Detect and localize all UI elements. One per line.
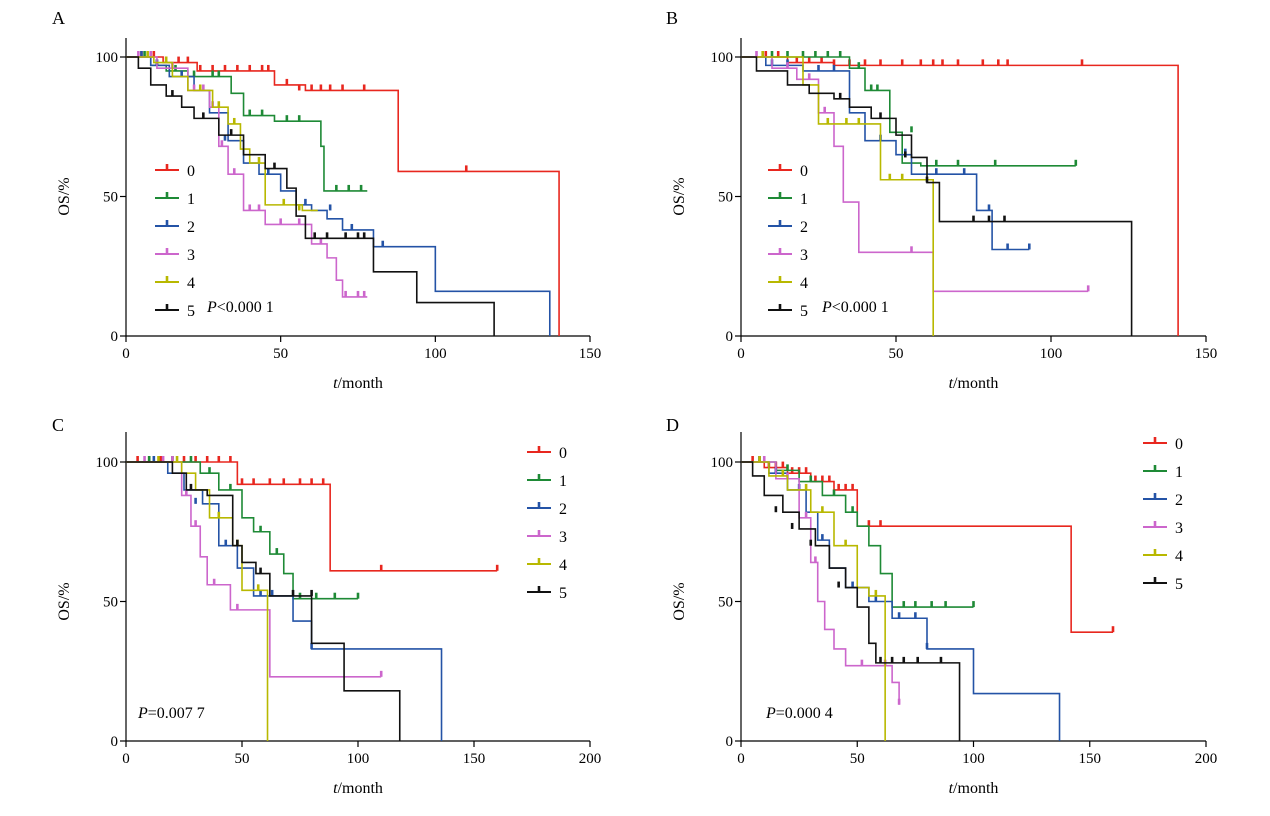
x-tick-label: 0: [737, 346, 745, 362]
panel-c: C 0 50 100 150 200 0 50 100 t/month OS/% 0 1 2 3 4 5 P=0.…: [52, 415, 601, 797]
legend-label-5: 5: [800, 303, 808, 320]
y-tick-label: 0: [111, 734, 119, 750]
x-tick-label: 100: [424, 346, 447, 362]
x-axis-label: t/month: [333, 780, 383, 797]
legend-label-1: 1: [800, 191, 808, 208]
legend-label-2: 2: [187, 219, 195, 236]
series-3-line: [741, 461, 900, 705]
legend-label-3: 3: [800, 247, 808, 264]
x-tick-label: 200: [1195, 751, 1218, 767]
panel-letter: B: [666, 8, 678, 28]
x-tick-label: 50: [235, 751, 250, 767]
panel-d: D 0 50 100 150 200 0 50 100 t/month OS/% 0 1 2 3 4 5 P=0.…: [666, 415, 1217, 797]
legend-label-2: 2: [559, 501, 567, 518]
series-5-line: [741, 461, 961, 741]
series-2-line: [126, 56, 551, 336]
x-tick-label: 150: [1195, 346, 1218, 362]
legend-label-2: 2: [800, 219, 808, 236]
x-tick-label: 0: [122, 346, 130, 362]
y-tick-label: 0: [726, 329, 734, 345]
x-tick-label: 200: [579, 751, 602, 767]
x-tick-label: 100: [1040, 346, 1063, 362]
x-tick-label: 50: [850, 751, 865, 767]
y-tick-label: 50: [718, 190, 733, 206]
series-3-line: [741, 56, 1089, 293]
y-tick-label: 100: [711, 50, 734, 66]
x-tick-label: 150: [1079, 751, 1102, 767]
legend-label-5: 5: [1175, 576, 1183, 593]
series-2-line: [741, 56, 1030, 251]
legend-label-0: 0: [187, 163, 195, 180]
y-tick-label: 0: [726, 734, 734, 750]
legend-label-3: 3: [1175, 520, 1183, 537]
panel-letter: C: [52, 415, 64, 435]
x-tick-label: 150: [579, 346, 602, 362]
x-tick-label: 0: [122, 751, 130, 767]
series-4-line: [741, 461, 886, 741]
x-axis-label: t/month: [333, 375, 383, 392]
series-1-line: [741, 56, 1076, 167]
x-axis-label: t/month: [949, 375, 999, 392]
panel-b: B 0 50 100 150 0 50 100 t/month OS/% 0 1 2 3 4 5 P<0.000…: [666, 8, 1217, 392]
p-value: P<0.000 1: [821, 299, 889, 316]
x-tick-label: 50: [889, 346, 904, 362]
y-tick-label: 100: [96, 455, 119, 471]
series-5-line: [126, 56, 495, 336]
legend-label-5: 5: [187, 303, 195, 320]
legend-label-4: 4: [187, 275, 195, 292]
x-tick-label: 0: [737, 751, 745, 767]
x-tick-label: 100: [347, 751, 370, 767]
panel-letter: A: [52, 8, 65, 28]
y-tick-label: 50: [718, 595, 733, 611]
legend-label-1: 1: [1175, 464, 1183, 481]
legend-label-3: 3: [559, 529, 567, 546]
y-tick-label: 100: [711, 455, 734, 471]
legend-label-1: 1: [187, 191, 195, 208]
y-axis-label: OS/%: [56, 177, 73, 215]
p-value: P=0.007 7: [137, 705, 205, 722]
legend-label-0: 0: [1175, 436, 1183, 453]
y-axis-label: OS/%: [671, 582, 688, 620]
series-2-line: [126, 461, 443, 741]
x-tick-label: 100: [962, 751, 985, 767]
series-5-line: [126, 461, 401, 741]
y-tick-label: 100: [96, 50, 119, 66]
legend-label-0: 0: [559, 445, 567, 462]
legend-label-2: 2: [1175, 492, 1183, 509]
y-tick-label: 50: [103, 190, 118, 206]
legend-label-0: 0: [800, 163, 808, 180]
y-tick-label: 50: [103, 595, 118, 611]
series-3-line: [126, 56, 368, 298]
legend-label-1: 1: [559, 473, 567, 490]
legend-label-3: 3: [187, 247, 195, 264]
legend-label-5: 5: [559, 585, 567, 602]
x-axis-label: t/month: [949, 780, 999, 797]
x-tick-label: 150: [463, 751, 486, 767]
y-axis-label: OS/%: [56, 582, 73, 620]
y-tick-label: 0: [111, 329, 119, 345]
p-value: P<0.000 1: [206, 299, 274, 316]
series-4-line: [126, 56, 318, 212]
y-axis-label: OS/%: [671, 177, 688, 215]
panel-letter: D: [666, 415, 679, 435]
legend-label-4: 4: [559, 557, 567, 574]
x-tick-label: 50: [273, 346, 288, 362]
p-value: P=0.000 4: [765, 705, 833, 722]
series-3-line: [126, 461, 382, 678]
panel-a: A 0 50 100 150 0 50 100 t/month OS/% 0 1 2 3 4 5 P<0.000…: [52, 8, 601, 392]
series-5-line: [741, 56, 1133, 336]
legend-label-4: 4: [1175, 548, 1183, 565]
legend-label-4: 4: [800, 275, 808, 292]
